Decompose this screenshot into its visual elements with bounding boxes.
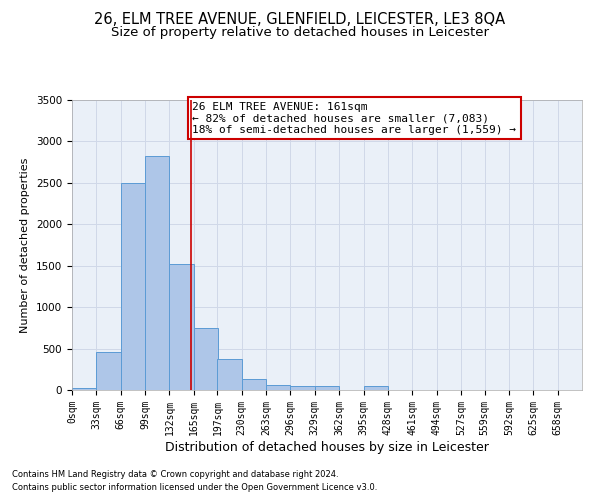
Bar — [97, 352, 121, 390]
Bar — [242, 379, 266, 390]
Text: Contains HM Land Registry data © Crown copyright and database right 2024.: Contains HM Land Registry data © Crown c… — [12, 470, 338, 479]
Bar — [217, 358, 242, 390]
Bar — [121, 183, 145, 390]
Bar — [315, 386, 339, 390]
Bar — [364, 386, 388, 390]
X-axis label: Distribution of detached houses by size in Leicester: Distribution of detached houses by size … — [165, 440, 489, 454]
Bar — [290, 386, 315, 390]
Text: Size of property relative to detached houses in Leicester: Size of property relative to detached ho… — [111, 26, 489, 39]
Bar — [145, 156, 169, 390]
Text: 26, ELM TREE AVENUE, GLENFIELD, LEICESTER, LE3 8QA: 26, ELM TREE AVENUE, GLENFIELD, LEICESTE… — [94, 12, 506, 28]
Bar — [266, 384, 290, 390]
Text: 26 ELM TREE AVENUE: 161sqm
← 82% of detached houses are smaller (7,083)
18% of s: 26 ELM TREE AVENUE: 161sqm ← 82% of deta… — [193, 102, 517, 135]
Y-axis label: Number of detached properties: Number of detached properties — [20, 158, 31, 332]
Bar — [194, 328, 218, 390]
Bar — [169, 264, 194, 390]
Bar — [72, 388, 97, 390]
Text: Contains public sector information licensed under the Open Government Licence v3: Contains public sector information licen… — [12, 484, 377, 492]
